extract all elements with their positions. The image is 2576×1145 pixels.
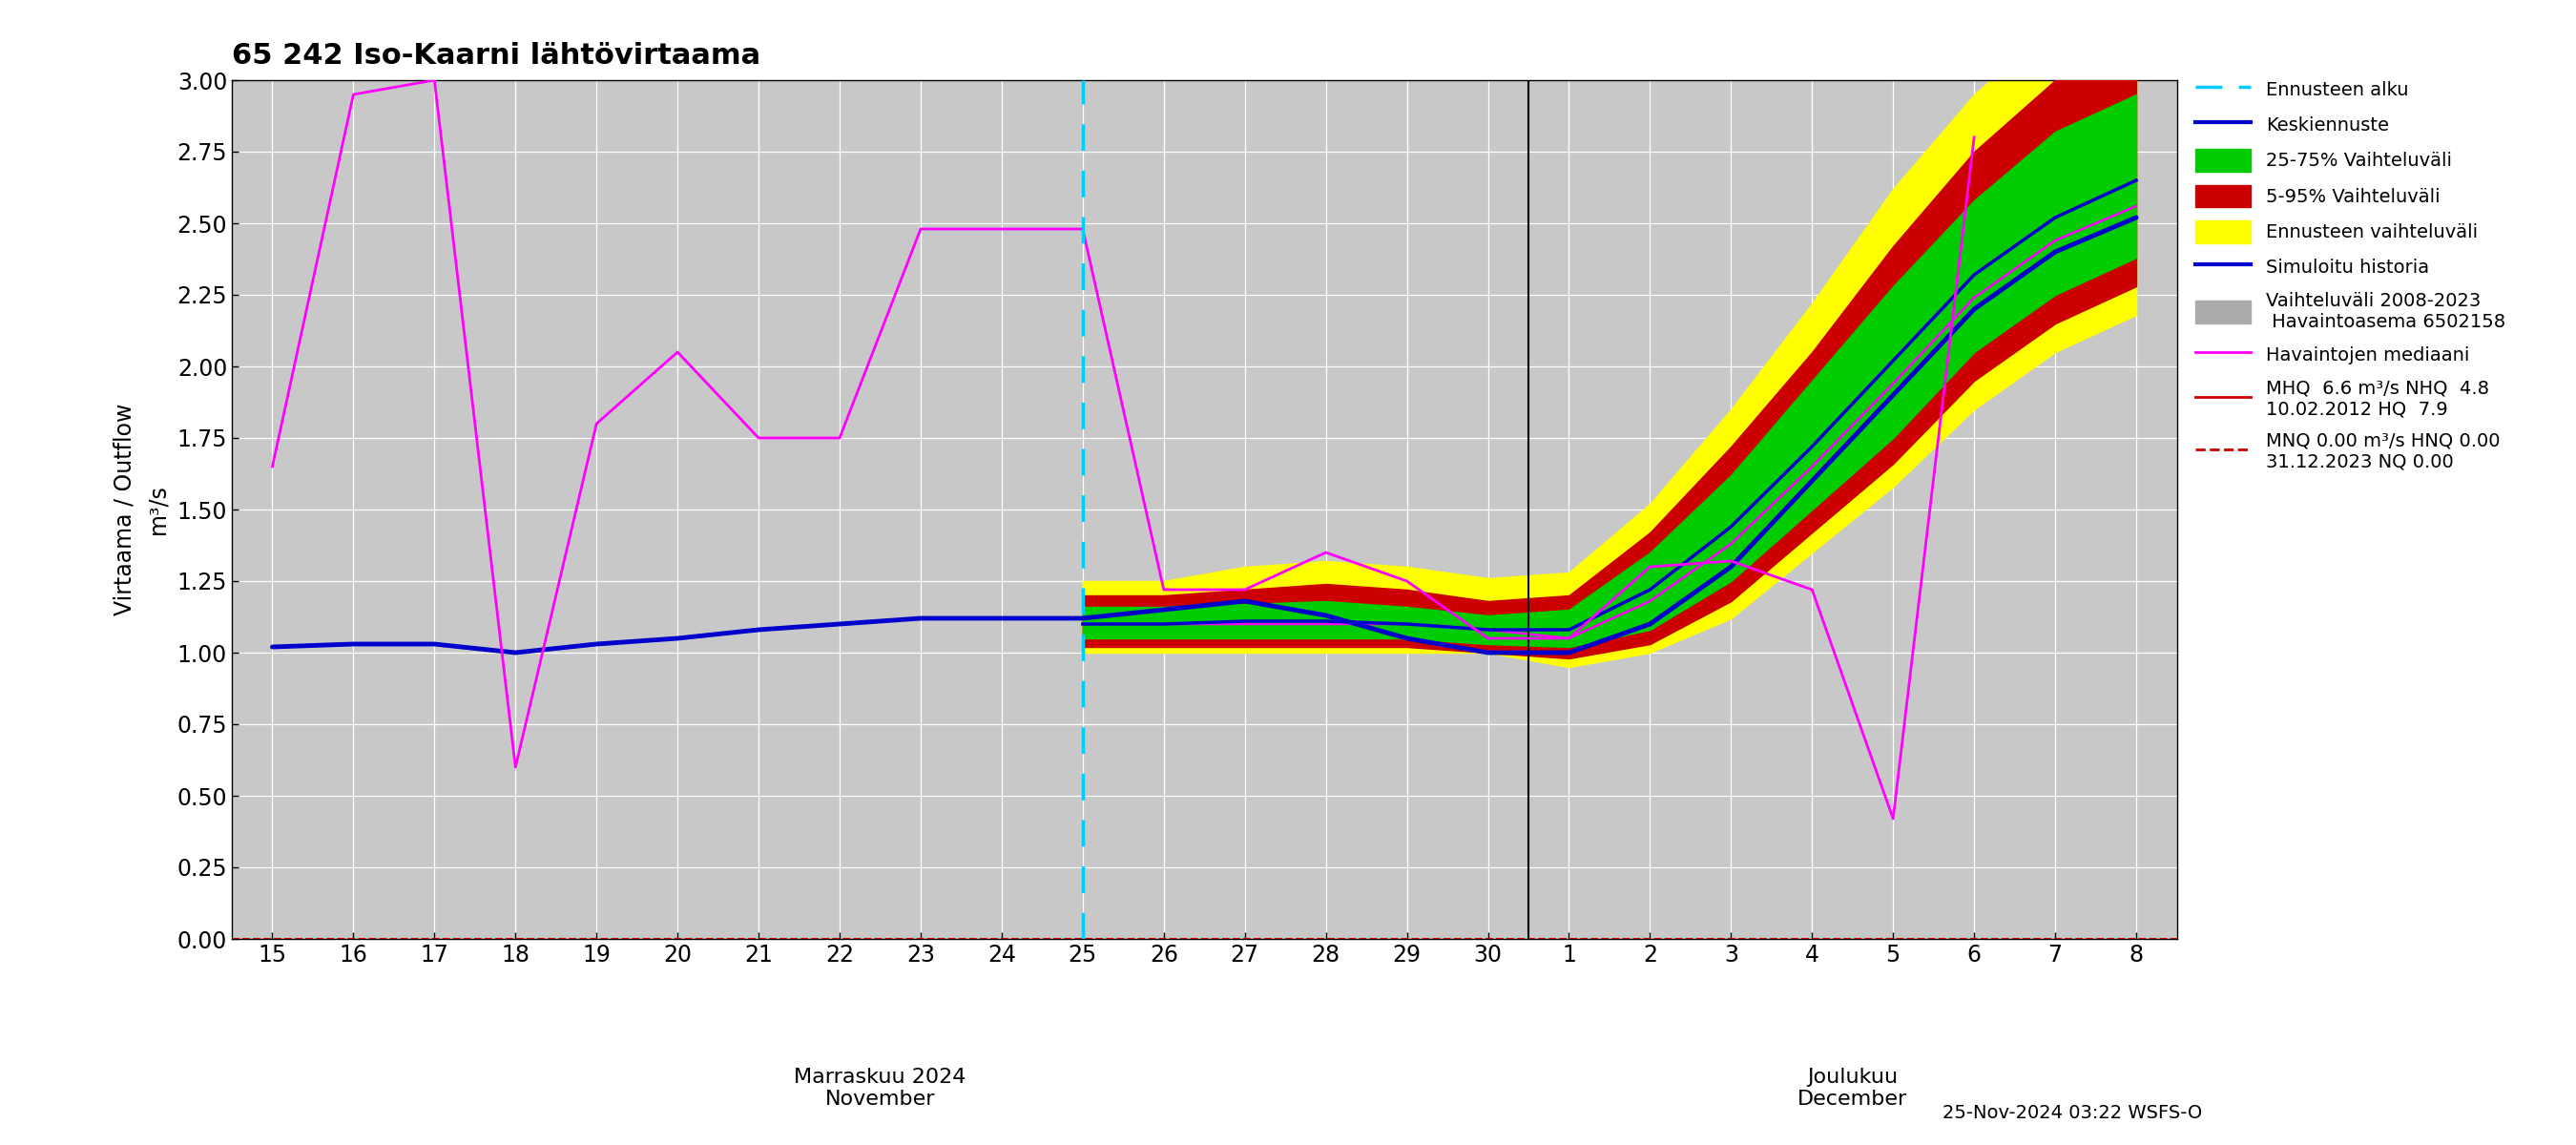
Legend: Ennusteen alku, Keskiennuste, 25-75% Vaihteluväli, 5-95% Vaihteluväli, Ennusteen: Ennusteen alku, Keskiennuste, 25-75% Vai… — [2182, 63, 2519, 485]
Text: Virtaama / Outflow: Virtaama / Outflow — [113, 403, 137, 616]
Text: Marraskuu 2024
November: Marraskuu 2024 November — [793, 1067, 966, 1108]
Text: 65 242 Iso-Kaarni lähtövirtaama: 65 242 Iso-Kaarni lähtövirtaama — [232, 42, 760, 70]
Text: 25-Nov-2024 03:22 WSFS-O: 25-Nov-2024 03:22 WSFS-O — [1942, 1104, 2202, 1122]
Text: m³/s: m³/s — [147, 484, 170, 535]
Text: Joulukuu
December: Joulukuu December — [1798, 1067, 1909, 1108]
